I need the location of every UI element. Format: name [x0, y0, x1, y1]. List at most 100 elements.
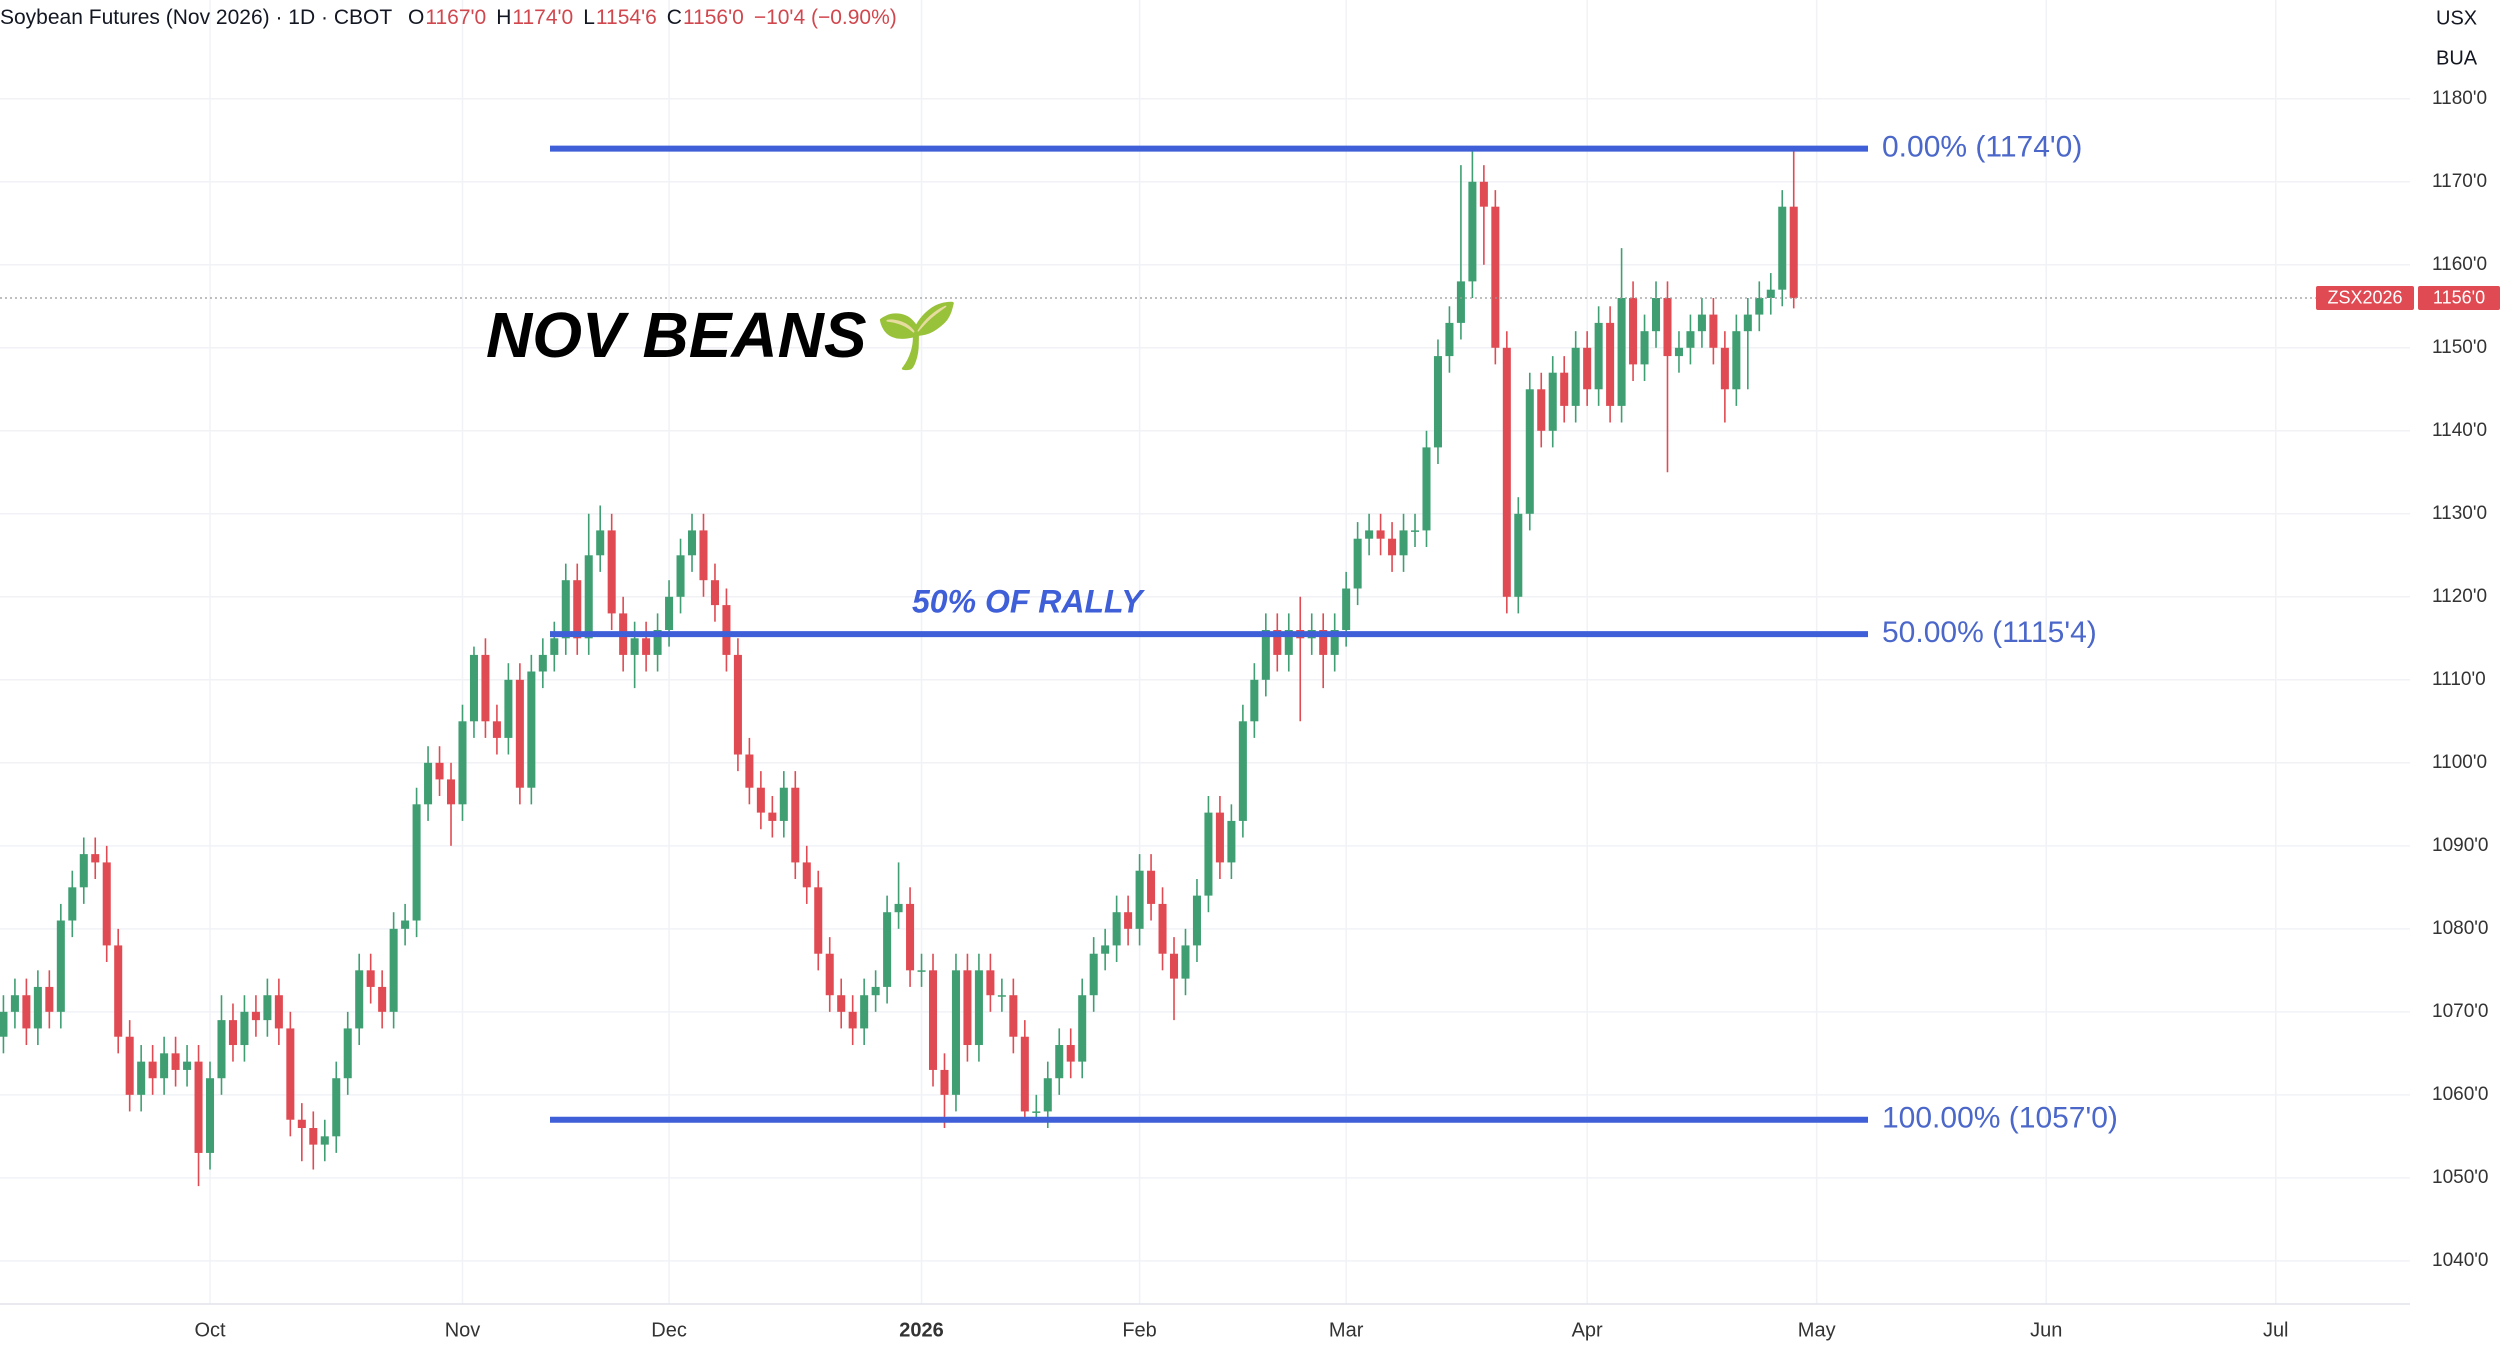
candle-body	[10, 995, 19, 1012]
candle-body	[435, 762, 444, 780]
candle-body	[1181, 945, 1190, 979]
candle-body	[779, 787, 788, 821]
quote-key: C	[666, 6, 682, 29]
candle-body	[883, 912, 892, 987]
symbol-tag-bg	[2316, 285, 2414, 310]
y-tick-label: 1140'0	[2432, 420, 2487, 441]
quote-value: 1154'6	[595, 6, 657, 29]
candle-body	[401, 920, 410, 929]
candle-body	[148, 1061, 157, 1079]
candle-body	[1365, 530, 1374, 539]
candle-body	[1456, 281, 1465, 323]
candle-body	[1273, 630, 1282, 655]
candle-body	[389, 928, 398, 1012]
candle-body	[584, 555, 593, 639]
candle-body	[378, 986, 387, 1012]
y-tick-label: 1040'0	[2432, 1250, 2488, 1271]
candle-body	[1032, 1111, 1041, 1113]
candle-body	[45, 986, 54, 1012]
x-tick-label: Jul	[2263, 1319, 2289, 1341]
candle-body	[137, 1061, 146, 1095]
candle-body	[963, 970, 972, 1046]
x-tick-label: May	[1798, 1319, 1836, 1341]
candle-body	[1755, 297, 1764, 315]
candle-body	[320, 1136, 329, 1145]
candle-body	[630, 638, 639, 655]
candle-body	[1388, 538, 1397, 556]
candle-body	[309, 1128, 318, 1145]
candle-body	[79, 854, 88, 888]
quote-value: 1174'0	[512, 6, 574, 29]
candle-body	[332, 1078, 341, 1137]
candle-body	[183, 1061, 192, 1070]
candle-body	[1491, 206, 1500, 348]
candle-body	[22, 995, 31, 1029]
price-tag-bg	[2418, 285, 2500, 310]
candle-body	[550, 638, 559, 655]
quote-value: 1156'0	[682, 6, 744, 29]
y-tick-label: 1090'0	[2432, 835, 2488, 856]
candle-body	[217, 1020, 226, 1079]
candle-body	[194, 1061, 203, 1153]
x-tick-label: Feb	[1122, 1319, 1156, 1341]
candle-body	[997, 995, 1006, 997]
y-tick-label: 1070'0	[2432, 1001, 2488, 1022]
candle-body	[940, 1069, 949, 1095]
candle-body	[1709, 314, 1718, 348]
candle-body	[125, 1036, 134, 1095]
candle-body	[699, 530, 708, 581]
candle-body	[1319, 630, 1328, 655]
candle-body	[722, 605, 731, 655]
fib-label: 100.00% (1057'0)	[1882, 1102, 2118, 1135]
candle-body	[366, 970, 375, 987]
candle-body	[928, 970, 938, 1070]
price-tag: 1156'0	[2433, 288, 2485, 308]
candle-body	[756, 787, 765, 813]
candle-body	[240, 1011, 249, 1046]
candle-body	[1135, 870, 1144, 929]
y-tick-label: 1180'0	[2432, 88, 2487, 109]
candle-body	[951, 970, 960, 1095]
candle-body	[1261, 630, 1270, 680]
candle-body	[355, 970, 364, 1029]
candle-body	[710, 580, 719, 606]
candle-body	[1433, 356, 1442, 448]
candle-body	[1112, 912, 1121, 946]
candle-body	[974, 970, 983, 1046]
candle-body	[538, 654, 547, 672]
candle-body	[665, 596, 674, 631]
candle-body	[492, 721, 501, 738]
fib-label: 50.00% (1115'4)	[1882, 616, 2097, 649]
x-tick-label: Mar	[1329, 1319, 1364, 1341]
x-tick-label: Jun	[2030, 1319, 2062, 1341]
candle-body	[1720, 347, 1729, 390]
candle-body	[1778, 206, 1787, 290]
candle-body	[1560, 372, 1569, 406]
x-tick-label: Dec	[651, 1319, 687, 1341]
candle-body	[986, 970, 995, 996]
candle-body	[1078, 995, 1087, 1062]
candle-body	[228, 1020, 237, 1046]
x-tick-label: Apr	[1572, 1319, 1603, 1341]
candle-body	[527, 671, 536, 788]
candle-body	[1238, 721, 1247, 821]
candle-body	[1629, 297, 1638, 365]
candle-body	[1169, 953, 1179, 979]
candle-body	[515, 679, 524, 788]
candle-body	[917, 970, 926, 972]
candle-body	[1043, 1078, 1052, 1112]
y-tick-label: 1110'0	[2432, 669, 2486, 690]
annotation-title: NOV BEANS🌱	[486, 299, 957, 371]
candle-body	[871, 986, 880, 996]
candle-body	[1204, 812, 1213, 896]
candle-body	[1502, 347, 1511, 597]
y-tick-label: 1050'0	[2432, 1167, 2488, 1188]
candle-body	[814, 887, 823, 954]
candle-body	[802, 862, 811, 888]
candle-body	[424, 762, 433, 805]
candle-body	[791, 787, 800, 863]
candle-body	[1066, 1045, 1075, 1062]
candle-body	[1571, 347, 1580, 406]
